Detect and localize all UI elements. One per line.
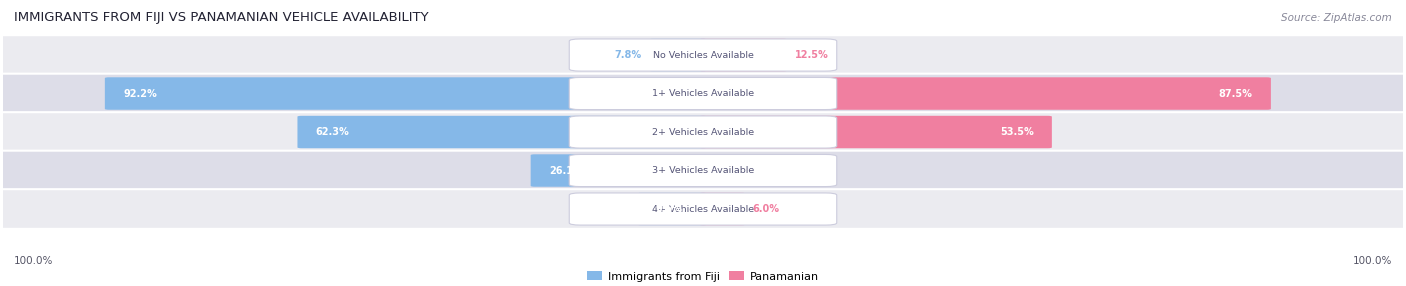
Text: 3+ Vehicles Available: 3+ Vehicles Available — [652, 166, 754, 175]
Text: 100.0%: 100.0% — [14, 256, 53, 266]
Text: Source: ZipAtlas.com: Source: ZipAtlas.com — [1281, 13, 1392, 23]
Text: IMMIGRANTS FROM FIJI VS PANAMANIAN VEHICLE AVAILABILITY: IMMIGRANTS FROM FIJI VS PANAMANIAN VEHIC… — [14, 11, 429, 24]
Text: 7.8%: 7.8% — [614, 50, 641, 60]
FancyBboxPatch shape — [0, 35, 1406, 75]
Text: 4+ Vehicles Available: 4+ Vehicles Available — [652, 204, 754, 214]
Text: 18.8%: 18.8% — [776, 166, 810, 176]
FancyBboxPatch shape — [699, 193, 745, 225]
Text: 1+ Vehicles Available: 1+ Vehicles Available — [652, 89, 754, 98]
FancyBboxPatch shape — [0, 151, 1406, 190]
FancyBboxPatch shape — [0, 112, 1406, 152]
Text: 2+ Vehicles Available: 2+ Vehicles Available — [652, 128, 754, 136]
FancyBboxPatch shape — [105, 77, 707, 110]
FancyBboxPatch shape — [648, 39, 707, 71]
Text: 87.5%: 87.5% — [1219, 89, 1253, 98]
Text: 6.0%: 6.0% — [752, 204, 780, 214]
Text: 26.1%: 26.1% — [548, 166, 582, 176]
FancyBboxPatch shape — [0, 74, 1406, 113]
FancyBboxPatch shape — [699, 154, 828, 187]
FancyBboxPatch shape — [530, 154, 707, 187]
FancyBboxPatch shape — [699, 77, 1271, 110]
Text: 9.6%: 9.6% — [655, 204, 682, 214]
FancyBboxPatch shape — [298, 116, 707, 148]
FancyBboxPatch shape — [569, 116, 837, 148]
Text: 62.3%: 62.3% — [316, 127, 350, 137]
FancyBboxPatch shape — [699, 39, 787, 71]
FancyBboxPatch shape — [637, 193, 707, 225]
Text: 100.0%: 100.0% — [1353, 256, 1392, 266]
FancyBboxPatch shape — [569, 154, 837, 186]
FancyBboxPatch shape — [0, 189, 1406, 229]
Text: 53.5%: 53.5% — [1000, 127, 1033, 137]
FancyBboxPatch shape — [569, 193, 837, 225]
FancyBboxPatch shape — [569, 39, 837, 71]
Text: No Vehicles Available: No Vehicles Available — [652, 51, 754, 59]
Text: 92.2%: 92.2% — [124, 89, 157, 98]
Text: 12.5%: 12.5% — [794, 50, 828, 60]
Legend: Immigrants from Fiji, Panamanian: Immigrants from Fiji, Panamanian — [582, 267, 824, 286]
FancyBboxPatch shape — [569, 78, 837, 110]
FancyBboxPatch shape — [699, 116, 1052, 148]
